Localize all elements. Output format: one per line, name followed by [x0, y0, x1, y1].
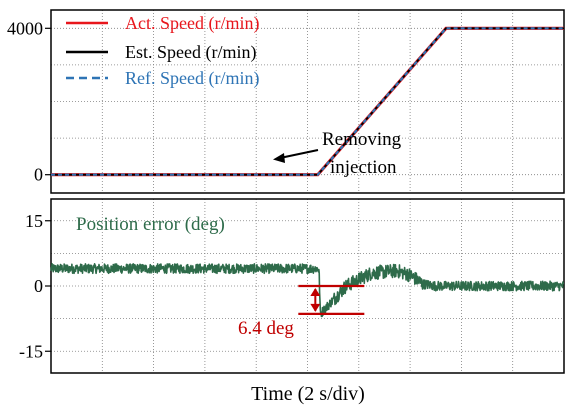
top-plot-frame [50, 9, 565, 194]
annotation-text-line1: Removing [322, 129, 402, 150]
bottom-y-ticks: 15 0 -15 [19, 211, 51, 361]
annotation-arrowhead [273, 153, 285, 163]
position-error-label: Position error (deg) [76, 214, 225, 235]
bottom-y-tick-label: 15 [25, 211, 43, 231]
removing-injection-annotation: Removing injection [273, 129, 402, 178]
bottom-series [50, 263, 565, 318]
delta-annotation [298, 284, 365, 315]
delta-annotation-label: 6.4 deg [238, 318, 294, 339]
top-y-tick-label: 0 [34, 165, 43, 185]
legend-label-est-speed: Est. Speed (r/min) [125, 42, 256, 63]
bottom-y-tick-label: -15 [19, 341, 43, 361]
legend: Act. Speed (r/min) Est. Speed (r/min) Re… [66, 13, 259, 89]
top-y-ticks: 0 4000 [7, 18, 51, 185]
legend-label-act-speed: Act. Speed (r/min) [125, 13, 259, 34]
delta-arrowhead-up [310, 288, 321, 296]
bottom-y-tick-label: 0 [34, 276, 43, 296]
legend-label-ref-speed: Ref. Speed (r/min) [125, 68, 259, 89]
top-series-line [51, 27, 564, 176]
delta-arrowhead-down [310, 303, 321, 312]
top-grid [51, 10, 564, 193]
annotation-text-line2: injection [330, 157, 397, 178]
position-error-line [50, 263, 565, 318]
top-y-tick-label: 4000 [7, 18, 43, 38]
annotation-arrow-shaft [279, 149, 319, 159]
top-series [51, 26, 564, 177]
x-axis-label: Time (2 s/div) [251, 383, 365, 405]
